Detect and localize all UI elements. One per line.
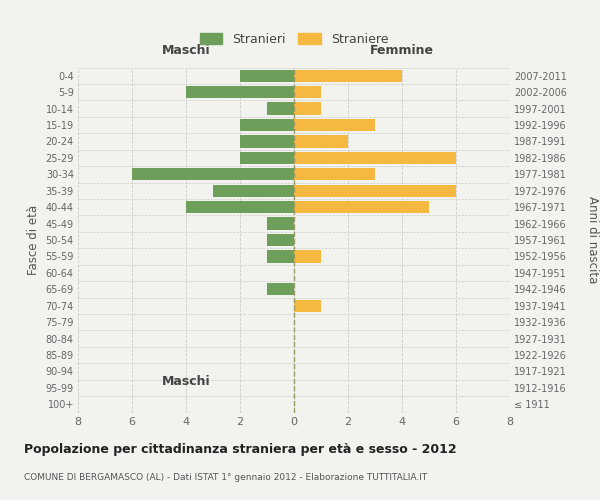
- Text: Maschi: Maschi: [161, 44, 211, 57]
- Bar: [294, 86, 321, 99]
- Legend: Stranieri, Straniere: Stranieri, Straniere: [196, 29, 392, 50]
- Bar: [294, 300, 321, 312]
- Text: COMUNE DI BERGAMASCO (AL) - Dati ISTAT 1° gennaio 2012 - Elaborazione TUTTITALIA: COMUNE DI BERGAMASCO (AL) - Dati ISTAT 1…: [24, 472, 427, 482]
- Bar: [294, 70, 402, 82]
- Bar: [267, 283, 294, 296]
- Y-axis label: Fasce di età: Fasce di età: [27, 205, 40, 275]
- Y-axis label: Anni di nascita: Anni di nascita: [586, 196, 599, 284]
- Bar: [267, 102, 294, 115]
- Bar: [132, 168, 294, 180]
- Bar: [294, 184, 456, 197]
- Bar: [186, 86, 294, 99]
- Bar: [240, 152, 294, 164]
- Bar: [240, 119, 294, 131]
- Bar: [294, 136, 348, 147]
- Bar: [267, 234, 294, 246]
- Bar: [294, 250, 321, 262]
- Bar: [294, 119, 375, 131]
- Bar: [186, 201, 294, 213]
- Bar: [240, 70, 294, 82]
- Text: Femmine: Femmine: [370, 44, 434, 57]
- Bar: [294, 102, 321, 115]
- Bar: [267, 250, 294, 262]
- Bar: [267, 218, 294, 230]
- Bar: [294, 201, 429, 213]
- Text: Popolazione per cittadinanza straniera per età e sesso - 2012: Popolazione per cittadinanza straniera p…: [24, 442, 457, 456]
- Bar: [213, 184, 294, 197]
- Bar: [294, 152, 456, 164]
- Bar: [294, 168, 375, 180]
- Text: Maschi: Maschi: [161, 374, 211, 388]
- Bar: [240, 136, 294, 147]
